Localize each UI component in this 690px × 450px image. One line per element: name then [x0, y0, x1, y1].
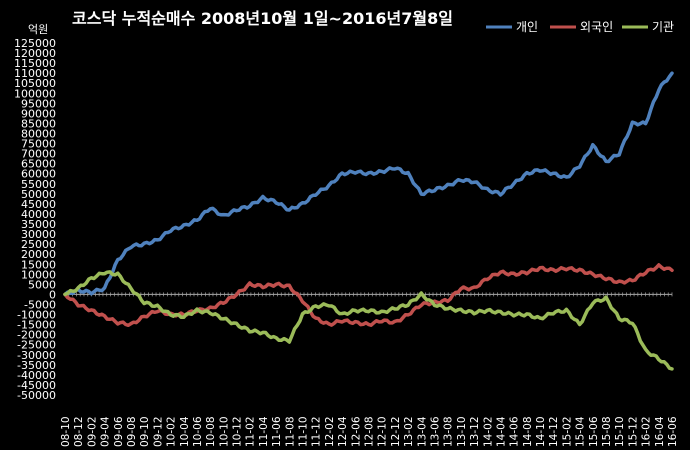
- y-tick-label: 70000: [21, 148, 56, 161]
- y-tick-label: -50000: [17, 389, 56, 402]
- x-tick-label: 10-04: [179, 416, 191, 447]
- x-tick-label: 13-10: [456, 416, 468, 447]
- y-tick-label: 95000: [21, 97, 56, 110]
- y-tick-label: -10000: [17, 309, 56, 322]
- x-tick-label: 09-10: [139, 416, 151, 447]
- y-tick-label: 105000: [14, 77, 56, 90]
- x-tick-label: 12-06: [350, 416, 362, 447]
- y-tick-label: 30000: [21, 228, 56, 241]
- x-tick-label: 12-02: [324, 416, 336, 447]
- x-tick-label: 13-08: [443, 416, 455, 447]
- y-tick-label: 75000: [21, 138, 56, 151]
- x-tick-label: 10-06: [192, 416, 204, 447]
- x-tick-label: 13-02: [403, 416, 415, 447]
- y-tick-label: 55000: [21, 178, 56, 191]
- x-tick-label: 16-02: [641, 416, 653, 447]
- y-tick-label: 90000: [21, 107, 56, 120]
- x-tick-label: 14-04: [495, 416, 507, 447]
- series-line: [63, 263, 674, 328]
- y-tick-label: 20000: [21, 248, 56, 261]
- x-tick-label: 16-04: [654, 416, 666, 447]
- legend-label: 개인: [516, 20, 538, 34]
- y-tick-label: -15000: [17, 319, 56, 332]
- y-tick-label: -20000: [17, 329, 56, 342]
- y-tick-label: 35000: [21, 218, 56, 231]
- chart-title: 코스닥 누적순매수 2008년10월 1일~2016년7월8일: [72, 9, 453, 28]
- y-tick-label: 0: [49, 288, 56, 301]
- x-tick-label: 11-02: [245, 416, 257, 447]
- y-tick-label: 115000: [14, 57, 56, 70]
- y-tick-label: 5000: [28, 278, 56, 291]
- legend: 개인 외국인 기관: [486, 20, 674, 34]
- y-tick-label: 85000: [21, 117, 56, 130]
- y-tick-label: -35000: [17, 359, 56, 372]
- x-tick-label: 08-12: [73, 416, 85, 447]
- y-tick-label: 65000: [21, 158, 56, 171]
- x-tick-label: 14-10: [535, 416, 547, 447]
- y-tick-label: -40000: [17, 369, 56, 382]
- legend-label: 기관: [652, 20, 674, 34]
- x-tick-label: 15-08: [601, 416, 613, 447]
- series-lines: [63, 71, 674, 371]
- x-tick-label: 14-12: [548, 416, 560, 447]
- x-tick-label: 15-12: [627, 416, 639, 447]
- y-tick-label: 80000: [21, 128, 56, 141]
- x-axis-ticks: 08-10 08-12 09-02 09-04 09-06 09-08 09-10 09-12…: [60, 416, 679, 447]
- y-tick-label: 120000: [14, 47, 56, 60]
- y-axis-unit-label: 억원: [28, 23, 48, 36]
- x-tick-label: 10-10: [218, 416, 230, 447]
- series-line: [63, 71, 674, 297]
- y-tick-label: -45000: [17, 379, 56, 392]
- legend-label: 외국인: [580, 20, 613, 34]
- x-tick-label: 09-02: [86, 416, 98, 447]
- x-tick-label: 16-06: [667, 416, 679, 447]
- y-tick-label: -5000: [24, 298, 56, 311]
- x-tick-label: 10-02: [166, 416, 178, 447]
- x-tick-label: 14-06: [509, 416, 521, 447]
- y-tick-label: 10000: [21, 268, 56, 281]
- y-tick-label: 25000: [21, 238, 56, 251]
- y-tick-label: 100000: [14, 87, 56, 100]
- x-tick-label: 09-06: [113, 416, 125, 447]
- y-tick-label: -30000: [17, 349, 56, 362]
- y-tick-label: 110000: [14, 67, 56, 80]
- y-tick-label: 125000: [14, 37, 56, 50]
- series-line: [63, 270, 674, 371]
- x-tick-label: 14-02: [482, 416, 494, 447]
- x-tick-label: 08-10: [60, 416, 72, 447]
- x-tick-label: 10-12: [232, 416, 244, 447]
- x-tick-label: 11-08: [284, 416, 296, 447]
- y-tick-label: 15000: [21, 258, 56, 271]
- x-tick-label: 14-08: [522, 416, 534, 447]
- y-tick-label: 50000: [21, 188, 56, 201]
- x-tick-label: 12-08: [364, 416, 376, 447]
- x-tick-label: 15-06: [588, 416, 600, 447]
- y-tick-label: 40000: [21, 208, 56, 221]
- x-tick-label: 15-04: [575, 416, 587, 447]
- x-tick-label: 13-04: [416, 416, 428, 447]
- x-tick-label: 11-04: [258, 416, 270, 447]
- x-tick-label: 09-12: [152, 416, 164, 447]
- y-tick-label: 60000: [21, 168, 56, 181]
- y-tick-label: -25000: [17, 339, 56, 352]
- x-tick-label: 09-08: [126, 416, 138, 447]
- x-tick-label: 11-12: [311, 416, 323, 447]
- x-tick-label: 15-10: [614, 416, 626, 447]
- x-tick-label: 15-02: [561, 416, 573, 447]
- zero-axis: [64, 292, 673, 297]
- x-tick-label: 09-04: [100, 416, 112, 447]
- y-tick-label: 45000: [21, 198, 56, 211]
- x-tick-label: 10-08: [205, 416, 217, 447]
- x-tick-label: 13-12: [469, 416, 481, 447]
- x-tick-label: 12-12: [390, 416, 402, 447]
- x-tick-label: 12-04: [337, 416, 349, 447]
- x-tick-label: 13-06: [429, 416, 441, 447]
- x-tick-label: 11-10: [298, 416, 310, 447]
- x-tick-label: 12-10: [377, 416, 389, 447]
- y-axis-ticks: 1250001200001150001100001050001000009500…: [14, 37, 56, 402]
- x-tick-label: 11-06: [271, 416, 283, 447]
